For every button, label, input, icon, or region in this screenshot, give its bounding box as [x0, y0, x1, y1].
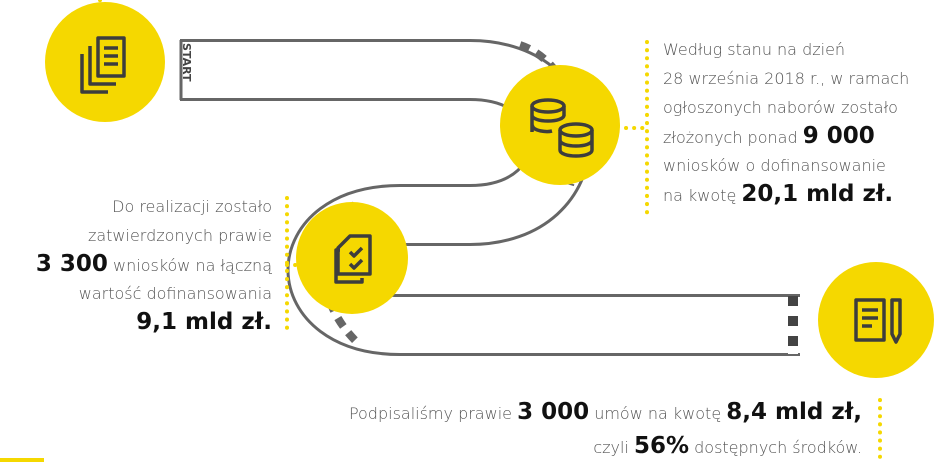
text: Podpisaliśmy prawie: [349, 404, 517, 423]
infographic: START Według stanu na dzień 28 września …: [0, 0, 944, 462]
highlight: 9 000: [803, 123, 875, 149]
finish-line: [788, 296, 798, 354]
circle: [45, 2, 165, 122]
text-line: czyli 56% dostępnych środków.: [349, 432, 862, 461]
text: Do realizacji zostało: [112, 197, 272, 216]
text-line: 3 300 wniosków na łączną: [36, 250, 272, 279]
text: umów na kwotę: [589, 404, 726, 423]
circle: [500, 65, 620, 185]
text-line: złożonych ponad 9 000: [663, 122, 909, 151]
highlight: 3 000: [517, 399, 589, 425]
start-label: START: [180, 43, 193, 82]
text-line: zatwierdzonych prawie: [36, 221, 272, 250]
text-line: 9,1 mld zł.: [36, 308, 272, 337]
circle: [296, 202, 408, 314]
text-line: Według stanu na dzień: [663, 35, 909, 64]
text-line: 28 września 2018 r., w ramach: [663, 64, 909, 93]
text-line: ogłoszonych naborów zostało: [663, 93, 909, 122]
text: wniosków o dofinansowanie: [663, 156, 886, 175]
text: czyli: [593, 438, 634, 457]
text: dostępnych środków.: [689, 438, 862, 457]
text: wniosków na łączną: [108, 256, 272, 275]
accent-bar: [0, 458, 44, 462]
highlight: 20,1 mld zł.: [741, 181, 893, 207]
text-block: Według stanu na dzień 28 września 2018 r…: [663, 35, 909, 209]
text-block: Podpisaliśmy prawie 3 000 umów na kwotę …: [349, 398, 862, 461]
text-line: wniosków o dofinansowanie: [663, 151, 909, 180]
text-line: na kwotę 20,1 mld zł.: [663, 180, 909, 209]
text: na kwotę: [663, 186, 741, 205]
text: 28 września 2018 r., w ramach: [663, 69, 909, 88]
text-block: Do realizacji zostało zatwierdzonych pra…: [36, 192, 272, 337]
text: Według stanu na dzień: [663, 40, 845, 59]
text: złożonych ponad: [663, 128, 803, 147]
highlight: 3 300: [36, 251, 108, 277]
text-line: Do realizacji zostało: [36, 192, 272, 221]
text: wartość dofinansowania: [79, 284, 272, 303]
highlight: 9,1 mld zł.: [136, 309, 272, 335]
text: ogłoszonych naborów zostało: [663, 98, 898, 117]
text-line: Podpisaliśmy prawie 3 000 umów na kwotę …: [349, 398, 862, 432]
text-line: wartość dofinansowania: [36, 279, 272, 308]
circle: [818, 262, 934, 378]
highlight: 8,4 mld zł,: [726, 399, 862, 425]
highlight: 56%: [634, 433, 689, 459]
text: zatwierdzonych prawie: [88, 226, 272, 245]
